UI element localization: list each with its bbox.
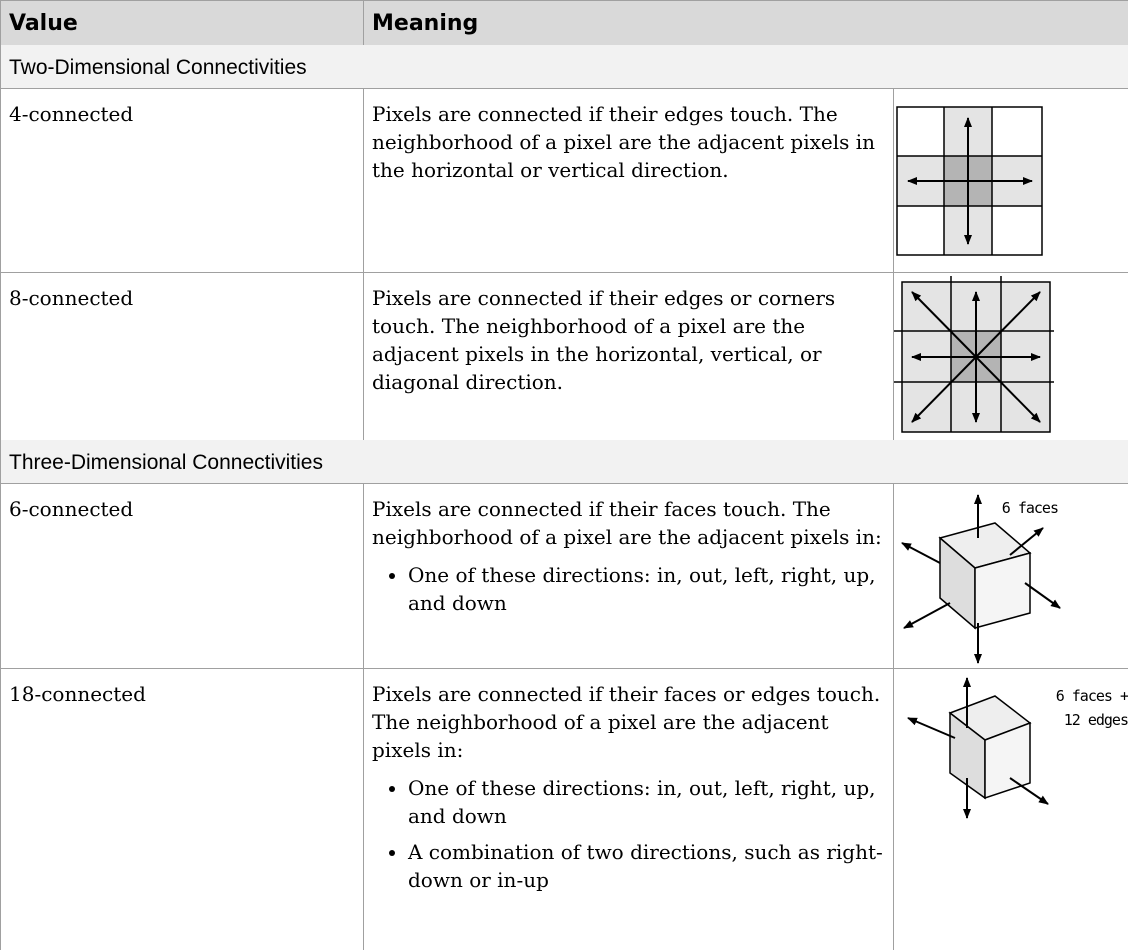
image-label: 6 faces [1001,499,1059,517]
image-cell: 6 faces + 12 edges [893,668,1128,950]
meaning-cell: Pixels are connected if their edges or c… [363,272,894,441]
bullet-list: One of these directions: in, out, left, … [372,561,886,617]
image-cell: 6 faces [893,483,1128,669]
image-label: 6 faces + 12 edges [1056,684,1128,732]
value-cell: 18-connected [0,668,364,950]
eighteen-connected-diagram [907,677,1049,819]
header-cell: Meaning [363,0,1128,46]
value-cell: 4-connected [0,88,364,273]
meaning-cell: Pixels are connected if their faces or e… [363,668,894,950]
header-cell: Value [0,0,364,46]
bullet-list: One of these directions: in, out, left, … [372,774,886,894]
meaning-cell: Pixels are connected if their faces touc… [363,483,894,669]
section-title: Two-Dimensional Connectivities [0,45,1128,89]
six-connected-diagram [901,494,1061,664]
image-cell [893,88,1128,273]
four-connected-diagram [896,106,1043,256]
image-label-line: 12 edges [1063,711,1128,729]
bullet: One of these directions: in, out, left, … [408,561,886,617]
image-cell [893,272,1128,441]
meaning-text: Pixels are connected if their faces or e… [372,682,881,762]
eight-connected-diagram [894,276,1054,433]
image-label-line: 6 faces + [1055,687,1128,705]
bullet: One of these directions: in, out, left, … [408,774,886,830]
section-title: Three-Dimensional Connectivities [0,440,1128,484]
meaning-text: Pixels are connected if their faces touc… [372,497,882,549]
value-cell: 6-connected [0,483,364,669]
value-cell: 8-connected [0,272,364,441]
bullet: A combination of two directions, such as… [408,838,886,894]
meaning-cell: Pixels are connected if their edges touc… [363,88,894,273]
